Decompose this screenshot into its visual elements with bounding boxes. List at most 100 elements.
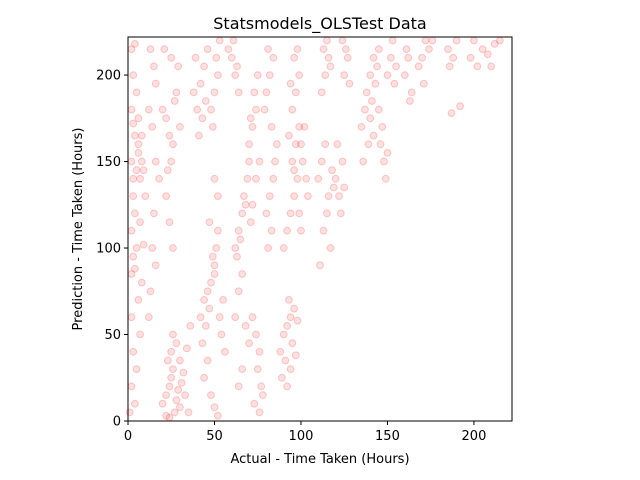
scatter-point	[129, 192, 138, 201]
scatter-point	[193, 105, 202, 114]
scatter-point	[490, 40, 499, 48]
scatter-point	[176, 123, 184, 131]
scatter-point	[323, 36, 331, 45]
scatter-point	[340, 71, 349, 79]
scatter-point	[291, 140, 300, 149]
scatter-point	[165, 382, 174, 391]
scatter-point	[151, 157, 160, 166]
scatter-point	[345, 79, 354, 88]
scatter-point	[253, 71, 262, 79]
scatter-point	[487, 62, 496, 71]
scatter-point	[248, 313, 257, 322]
scatter-point	[259, 391, 267, 400]
scatter-point	[333, 140, 342, 149]
scatter-point	[174, 62, 183, 71]
scatter-point	[146, 287, 155, 296]
scatter-point	[134, 296, 143, 304]
scatter-point	[304, 192, 312, 201]
scatter-point	[381, 174, 390, 183]
scatter-point	[201, 322, 210, 330]
scatter-point	[241, 200, 250, 209]
scatter-point	[283, 226, 292, 235]
scatter-point	[141, 192, 150, 201]
scatter-point	[148, 244, 157, 252]
scatter-point	[269, 174, 278, 183]
scatter-point	[319, 45, 328, 53]
scatter-point	[319, 226, 328, 235]
scatter-point	[167, 157, 176, 166]
scatter-point	[359, 157, 368, 166]
scatter-point	[229, 36, 238, 45]
y-tick-label: 0	[113, 415, 121, 430]
scatter-point	[139, 240, 148, 249]
scatter-point	[267, 123, 276, 131]
scatter-point	[373, 62, 382, 71]
scatter-point	[132, 166, 141, 175]
scatter-point	[328, 166, 337, 175]
scatter-point	[234, 226, 243, 235]
scatter-point	[248, 200, 257, 209]
scatter-point	[369, 131, 378, 140]
scatter-point	[286, 313, 295, 322]
plot-frame	[127, 36, 513, 422]
scatter-point	[483, 50, 492, 59]
scatter-point	[378, 123, 387, 131]
scatter-point	[283, 382, 292, 391]
scatter-point	[131, 209, 139, 218]
scatter-point	[246, 218, 255, 227]
scatter-point	[293, 45, 302, 53]
scatter-point	[134, 140, 143, 149]
x-tick-label: 200	[462, 429, 487, 444]
scatter-point	[136, 218, 145, 227]
scatter-point	[290, 192, 299, 201]
scatter-point	[167, 53, 176, 62]
scatter-point	[324, 53, 333, 62]
scatter-point	[286, 79, 295, 88]
scatter-point	[238, 365, 247, 374]
scatter-point	[452, 36, 461, 45]
scatter-point	[210, 261, 219, 270]
scatter-point	[129, 174, 138, 183]
scatter-point	[144, 105, 153, 114]
scatter-point	[269, 53, 278, 62]
scatter-point	[329, 183, 338, 192]
scatter-point	[170, 97, 179, 105]
scatter-point	[131, 264, 139, 273]
scatter-point	[418, 53, 427, 62]
scatter-point	[243, 174, 252, 183]
scatter-point	[279, 330, 288, 339]
scatter-point	[233, 62, 241, 71]
scatter-point	[169, 244, 177, 252]
scatter-point	[219, 296, 228, 304]
scatter-point	[317, 88, 326, 97]
scatter-point	[288, 339, 297, 348]
scatter-point	[127, 226, 136, 235]
scatter-point	[316, 261, 324, 270]
scatter-point	[158, 399, 167, 408]
scatter-point	[250, 399, 259, 408]
scatter-point	[176, 356, 184, 365]
scatter-point	[212, 53, 221, 62]
scatter-point	[366, 71, 375, 79]
scatter-point	[361, 105, 369, 114]
scatter-point	[286, 209, 295, 218]
scatter-point	[151, 79, 160, 88]
scatter-point	[255, 157, 264, 166]
scatter-point	[297, 140, 305, 149]
scatter-point	[449, 53, 458, 62]
scatter-point	[288, 157, 297, 166]
scatter-point	[414, 62, 423, 71]
scatter-point	[278, 373, 286, 382]
scatter-point	[374, 45, 383, 53]
scatter-point	[234, 382, 243, 391]
scatter-point	[253, 365, 262, 374]
scatter-point	[366, 114, 375, 123]
scatter-point	[388, 36, 397, 45]
scatter-point	[402, 45, 411, 53]
scatter-point	[323, 209, 331, 218]
scatter-point	[293, 174, 302, 183]
scatter-point	[383, 71, 392, 79]
scatter-point	[271, 157, 279, 166]
scatter-point	[215, 36, 224, 45]
scatter-point	[165, 131, 174, 140]
